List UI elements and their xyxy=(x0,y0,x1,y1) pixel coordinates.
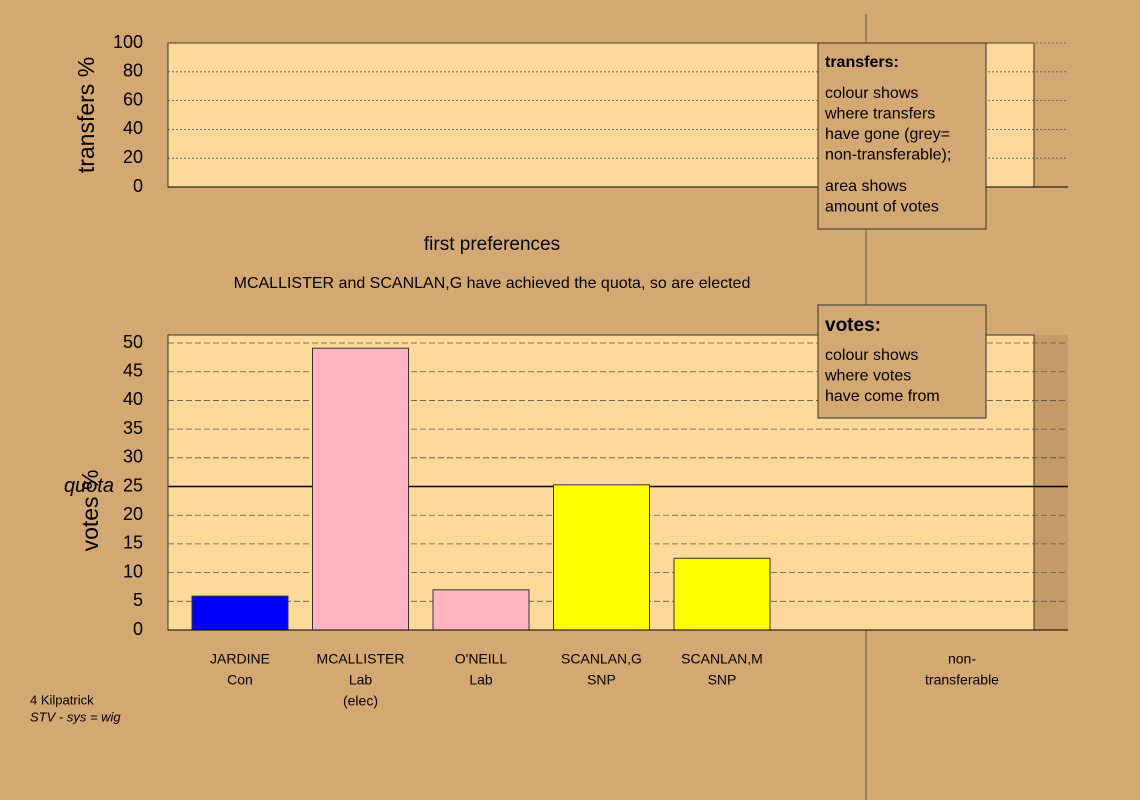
y-tick-label: 40 xyxy=(123,389,143,409)
bar xyxy=(312,347,409,631)
x-tick-label: (elec) xyxy=(343,693,378,709)
y-tick-label: 10 xyxy=(123,561,143,581)
legend-title: votes: xyxy=(825,315,881,336)
y-tick-label: 35 xyxy=(123,418,143,438)
message: MCALLISTER and SCANLAN,G have achieved t… xyxy=(234,275,751,292)
x-tick-label: Lab xyxy=(469,672,493,688)
x-tick-label: Lab xyxy=(349,672,373,688)
y-tick-label: 25 xyxy=(123,475,143,495)
legend-text: non-transferable); xyxy=(825,147,951,164)
y-tick-label: 30 xyxy=(123,447,143,467)
x-tick-label: Con xyxy=(227,672,253,688)
legend-text: amount of votes xyxy=(825,199,939,216)
y-tick-label: 45 xyxy=(123,360,143,380)
footer: STV - sys = wig xyxy=(30,709,121,724)
x-tick-label: transferable xyxy=(925,672,999,688)
x-label: first preferences xyxy=(424,234,560,255)
legend-text: where transfers xyxy=(824,106,935,123)
y-tick-label: 40 xyxy=(123,118,143,138)
footer: 4 Kilpatrick xyxy=(30,692,94,707)
y-tick-label: 15 xyxy=(123,533,143,553)
x-tick-label: non- xyxy=(948,651,976,667)
legend-text: colour shows xyxy=(825,85,918,102)
bar xyxy=(191,595,289,631)
y-tick-label: 100 xyxy=(113,32,143,52)
x-tick-label: SCANLAN,M xyxy=(681,651,763,667)
legend-box xyxy=(817,304,987,419)
y-tick-label: 20 xyxy=(123,147,143,167)
y-axis-label: votes % xyxy=(77,470,103,552)
y-axis-label: transfers % xyxy=(73,57,99,173)
legend-text: area shows xyxy=(825,178,907,195)
x-tick-label: SNP xyxy=(708,672,737,688)
bar xyxy=(673,557,771,631)
x-tick-label: MCALLISTER xyxy=(317,651,405,667)
shade xyxy=(1034,335,1068,630)
legend-text: have come from xyxy=(825,388,940,405)
x-tick-label: SNP xyxy=(587,672,616,688)
legend-box xyxy=(817,42,987,230)
y-tick-label: 0 xyxy=(133,176,143,196)
x-tick-label: O'NEILL xyxy=(455,651,508,667)
y-tick-label: 80 xyxy=(123,61,143,81)
y-tick-label: 5 xyxy=(133,590,143,610)
x-tick-label: JARDINE xyxy=(210,651,270,667)
legend-text: have gone (grey= xyxy=(825,126,950,143)
x-tick-label: SCANLAN,G xyxy=(561,651,642,667)
bar xyxy=(553,484,650,631)
legend-title: transfers: xyxy=(825,54,899,71)
quota-label: quota xyxy=(64,475,114,497)
y-tick-label: 50 xyxy=(123,332,143,352)
legend-text: where votes xyxy=(824,368,911,385)
y-tick-label: 20 xyxy=(123,504,143,524)
bar xyxy=(432,589,530,631)
legend-text: colour shows xyxy=(825,347,918,364)
y-tick-label: 0 xyxy=(133,619,143,639)
y-tick-label: 60 xyxy=(123,89,143,109)
